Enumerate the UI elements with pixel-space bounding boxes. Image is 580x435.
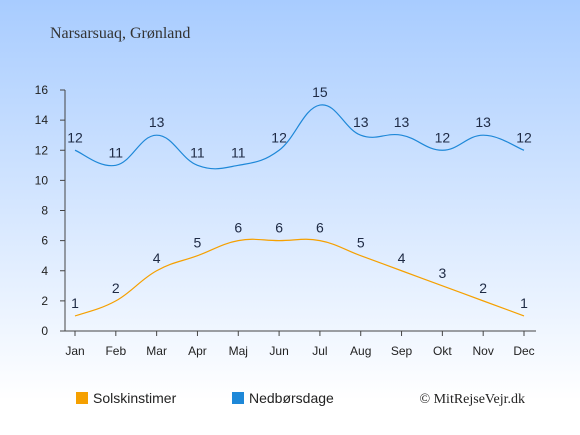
data-label-nedborsdage: 12	[271, 129, 287, 145]
data-label-nedborsdage: 13	[475, 114, 491, 130]
data-label-solskinstimer: 5	[194, 235, 202, 251]
legend-swatch-nedborsdage	[232, 392, 244, 404]
y-tick-label: 2	[41, 294, 48, 308]
y-tick-label: 10	[35, 173, 49, 187]
x-tick-label: Dec	[513, 344, 534, 358]
x-tick-label: Apr	[188, 344, 207, 358]
chart-title: Narsarsuaq, Grønland	[50, 25, 190, 42]
x-tick-label: Aug	[350, 344, 371, 358]
data-label-nedborsdage: 12	[516, 129, 532, 145]
x-tick-label: Maj	[229, 344, 248, 358]
legend: Solskinstimer Nedbørsdage	[76, 390, 334, 406]
y-tick-label: 16	[35, 83, 49, 97]
data-label-solskinstimer: 3	[438, 265, 446, 281]
series-line-nedborsdage	[74, 104, 525, 170]
legend-label-nedborsdage: Nedbørsdage	[249, 390, 334, 406]
y-tick-label: 0	[41, 324, 48, 338]
data-label-nedborsdage: 11	[231, 144, 246, 160]
legend-swatch-solskinstimer	[76, 392, 88, 404]
x-tick-label: Nov	[473, 344, 494, 358]
data-label-solskinstimer: 1	[71, 295, 79, 311]
copyright-text: © MitRejseVejr.dk	[419, 392, 525, 407]
data-label-nedborsdage: 11	[109, 144, 124, 160]
data-label-nedborsdage: 13	[353, 114, 369, 130]
y-tick-label: 8	[41, 204, 48, 218]
legend-label-solskinstimer: Solskinstimer	[93, 390, 177, 406]
data-label-solskinstimer: 6	[316, 220, 324, 236]
series-line-solskinstimer	[74, 238, 525, 317]
data-label-solskinstimer: 2	[112, 280, 120, 296]
x-tick-label: Feb	[105, 344, 126, 358]
data-label-nedborsdage: 12	[67, 129, 83, 145]
x-tick-label: Okt	[433, 344, 452, 358]
y-tick-label: 12	[35, 143, 49, 157]
data-label-solskinstimer: 5	[357, 235, 365, 251]
data-label-solskinstimer: 2	[479, 280, 487, 296]
y-tick-label: 6	[41, 234, 48, 248]
data-label-nedborsdage: 12	[435, 129, 451, 145]
x-axis-ticks: Jan Feb Mar Apr Maj Jun Jul Aug Sep Okt Nov Dec	[65, 331, 535, 358]
data-label-nedborsdage: 13	[394, 114, 410, 130]
x-tick-label: Mar	[146, 344, 167, 358]
y-tick-label: 4	[41, 264, 48, 278]
data-label-solskinstimer: 6	[275, 220, 283, 236]
data-label-solskinstimer: 1	[520, 295, 528, 311]
x-tick-label: Jan	[65, 344, 84, 358]
x-tick-label: Sep	[391, 344, 413, 358]
data-label-nedborsdage: 15	[312, 84, 328, 100]
x-tick-label: Jun	[269, 344, 288, 358]
data-label-solskinstimer: 4	[398, 250, 406, 266]
data-label-solskinstimer: 6	[234, 220, 242, 236]
series-lines	[74, 104, 525, 317]
data-label-nedborsdage: 13	[149, 114, 165, 130]
y-axis-ticks: 0 2 4 6 8 10 12 14 16	[35, 83, 65, 338]
data-label-nedborsdage: 11	[190, 144, 205, 160]
y-tick-label: 14	[35, 113, 49, 127]
x-tick-label: Jul	[312, 344, 327, 358]
data-label-solskinstimer: 4	[153, 250, 161, 266]
